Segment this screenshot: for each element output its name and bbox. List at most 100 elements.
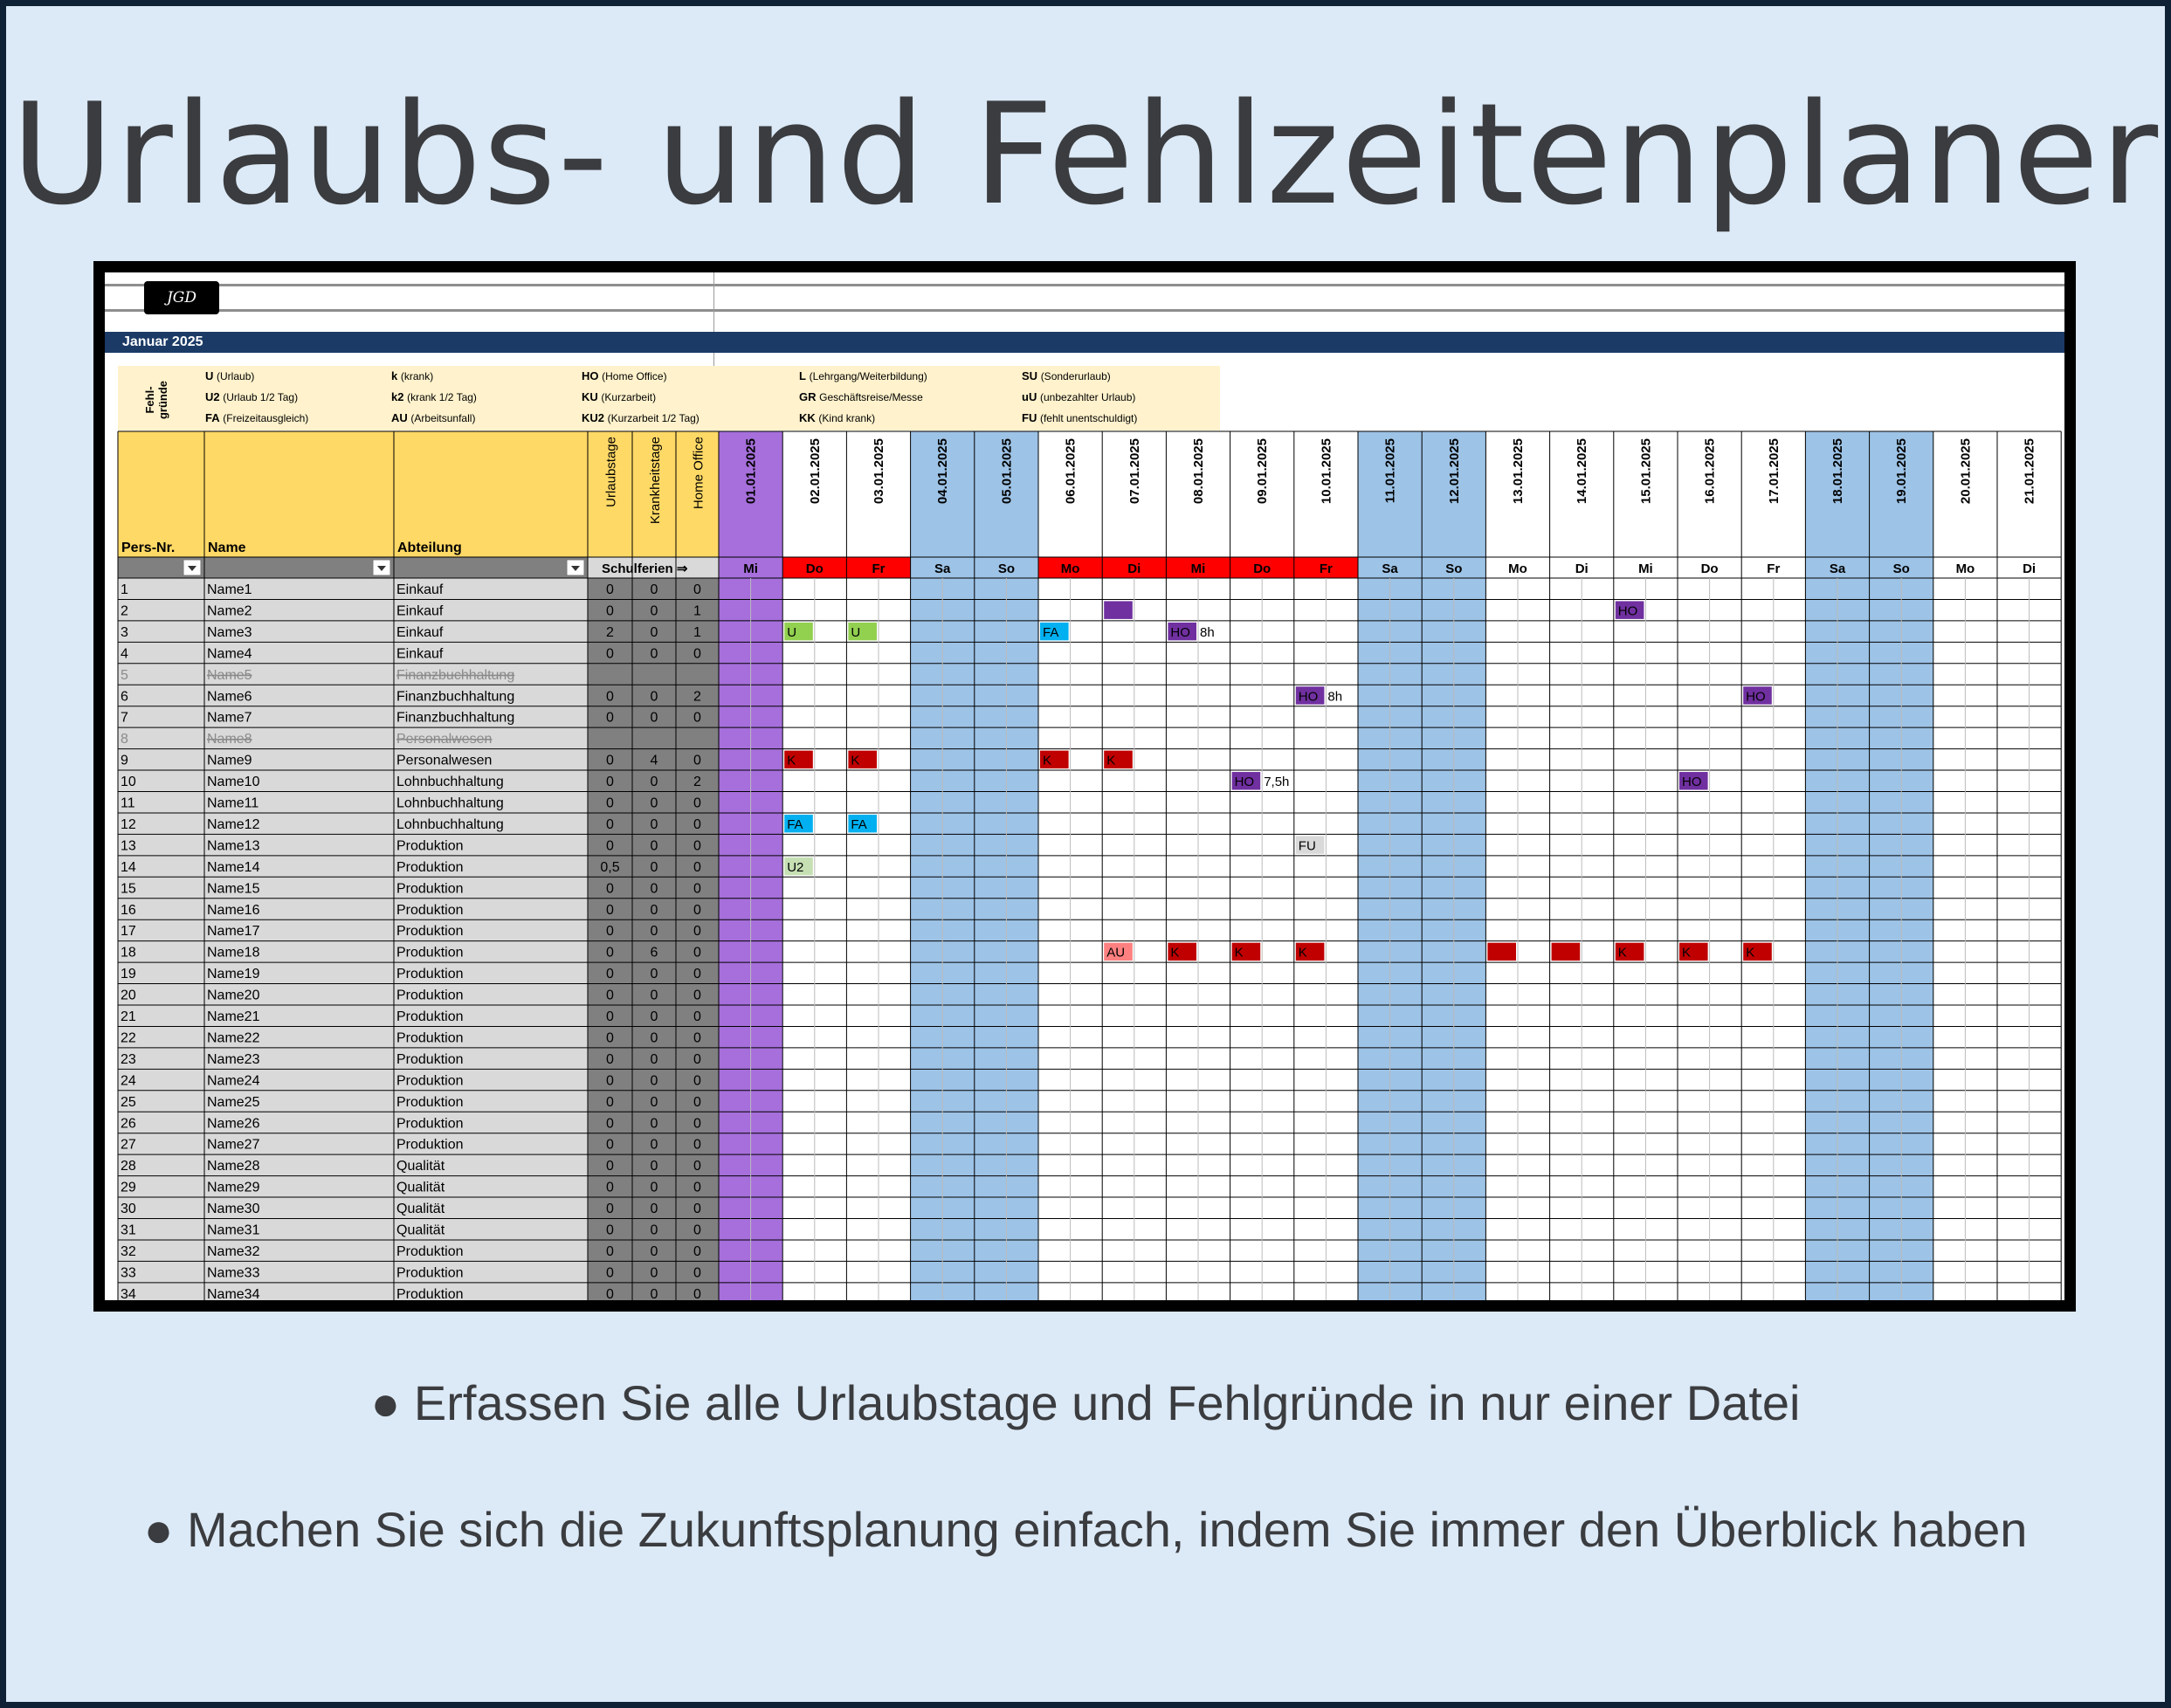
urlaubstage-cell: 0 <box>606 1223 614 1238</box>
krankheitstage-cell: 0 <box>651 881 658 896</box>
day-header-bg <box>1166 431 1230 557</box>
count-cells <box>588 1069 719 1091</box>
day-header-bg <box>1997 431 2062 557</box>
krankheitstage-cell: 0 <box>651 967 658 981</box>
abteilung-cell: Einkauf <box>396 603 444 618</box>
date-label: 09.01.2025 <box>1255 438 1270 504</box>
home-office-cell: 0 <box>693 1030 701 1045</box>
day-header-bg <box>1422 431 1486 557</box>
pers-nr-cell: 16 <box>121 903 136 918</box>
urlaubstage-cell: 2 <box>606 625 614 640</box>
home-office-cell: 0 <box>693 967 701 981</box>
urlaubstage-cell: 0 <box>606 1202 614 1216</box>
absence-note: 7,5h <box>1264 775 1289 789</box>
krankheitstage-cell: 0 <box>651 1181 658 1195</box>
date-label: 19.01.2025 <box>1894 438 1909 504</box>
krankheitstage-cell: 0 <box>651 1223 658 1238</box>
krankheitstage-cell: 0 <box>651 689 658 704</box>
urlaubstage-cell: 0 <box>606 775 614 789</box>
count-cells <box>588 1090 719 1112</box>
home-office-cell: 0 <box>693 582 701 597</box>
absence-entry <box>1679 772 1708 790</box>
weekday-label: Mo <box>1061 561 1080 576</box>
name-cell: Name10 <box>207 775 260 789</box>
day-header-bg <box>910 431 975 557</box>
absence-code: K <box>851 754 859 768</box>
count-cells <box>588 1239 719 1262</box>
day-header-bg <box>1678 431 1742 557</box>
krankheitstage-cell: 0 <box>651 796 658 811</box>
weekday-cell <box>1933 557 1997 578</box>
abteilung-cell: Produktion <box>396 946 464 961</box>
home-office-cell: 0 <box>693 646 701 661</box>
legend-item: FA (Freizeitausgleich) <box>205 411 309 424</box>
abteilung-cell: Produktion <box>396 1265 464 1280</box>
weekday-cell <box>1038 557 1103 578</box>
legend-item: uU (unbezahlter Urlaub) <box>1022 390 1136 403</box>
name-cell: Name26 <box>207 1116 260 1131</box>
count-cells <box>588 1197 719 1219</box>
pers-nr-cell: 6 <box>121 689 128 704</box>
absence-entry <box>1615 942 1644 961</box>
weekday-label: Mi <box>743 561 758 576</box>
weekday-cell <box>1230 557 1294 578</box>
absence-entry <box>1040 750 1069 769</box>
pers-nr-cell: 27 <box>121 1138 136 1153</box>
weekday-cell <box>1613 557 1678 578</box>
grid-lines <box>117 430 2062 1300</box>
absence-entry <box>848 814 877 833</box>
date-label: 10.01.2025 <box>1319 438 1334 504</box>
weekday-label: Fr <box>872 561 886 576</box>
weekday-label: Do <box>1701 561 1719 576</box>
absence-code: U <box>787 625 796 640</box>
urlaubstage-cell: 0 <box>606 754 614 768</box>
krankheitstage-cell: 0 <box>651 1244 658 1259</box>
abteilung-cell: Einkauf <box>396 646 444 661</box>
date-label: 17.01.2025 <box>1767 438 1782 504</box>
urlaubstage-cell: 0 <box>606 1181 614 1195</box>
count-cells <box>588 620 719 643</box>
pers-nr-cell: 14 <box>121 860 136 875</box>
date-label: 11.01.2025 <box>1383 438 1398 503</box>
pers-nr-cell: 33 <box>121 1265 136 1280</box>
abteilung-cell: Produktion <box>396 860 464 875</box>
pers-nr-cell: 15 <box>121 881 136 896</box>
krankheitstage-cell: 0 <box>651 1202 658 1216</box>
count-cells <box>588 855 719 878</box>
date-label: 07.01.2025 <box>1127 438 1142 504</box>
weekday-cell <box>1805 557 1870 578</box>
name-cell: Name27 <box>207 1138 260 1153</box>
count-cells <box>588 940 719 963</box>
legend-item: FU (fehlt unentschuldigt) <box>1022 411 1138 424</box>
name-cell: Name12 <box>207 817 260 832</box>
absence-entry <box>848 622 877 641</box>
abteilung-cell: Produktion <box>396 1244 464 1259</box>
pers-nr-cell: 31 <box>121 1223 136 1238</box>
urlaubstage-cell: 0 <box>606 1073 614 1088</box>
table-row <box>118 1112 588 1133</box>
abteilung-cell: Finanzbuchhaltung <box>396 711 514 726</box>
month-label: Januar 2025 <box>122 334 203 349</box>
abteilung-cell: Finanzbuchhaltung <box>396 689 514 704</box>
home-office-cell: 0 <box>693 754 701 768</box>
absence-code: K <box>1043 754 1051 768</box>
abteilung-cell: Lohnbuchhaltung <box>396 775 504 789</box>
urlaubstage-cell: 0 <box>606 796 614 811</box>
weekday-label: Mo <box>1956 561 1975 576</box>
day-header-bg <box>1102 431 1167 557</box>
abteilung-cell: Produktion <box>396 1116 464 1131</box>
urlaubstage-cell: 0 <box>606 1159 614 1174</box>
name-cell: Name16 <box>207 903 260 918</box>
table-row <box>118 1005 588 1027</box>
pers-nr-cell: 26 <box>121 1116 136 1131</box>
pers-nr-cell: 32 <box>121 1244 136 1259</box>
pers-nr-cell: 2 <box>121 603 128 618</box>
table-row <box>118 663 588 685</box>
abteilung-cell: Produktion <box>396 1073 464 1088</box>
day-header-bg <box>1613 431 1678 557</box>
urlaubstage-cell: 0 <box>606 689 614 704</box>
name-cell: Name6 <box>207 689 252 704</box>
abteilung-cell: Einkauf <box>396 625 444 640</box>
date-label: 15.01.2025 <box>1638 438 1653 504</box>
spreadsheet: JGD Januar 2025 Fehl-gründe U (Urlaub) U… <box>105 272 2064 1300</box>
